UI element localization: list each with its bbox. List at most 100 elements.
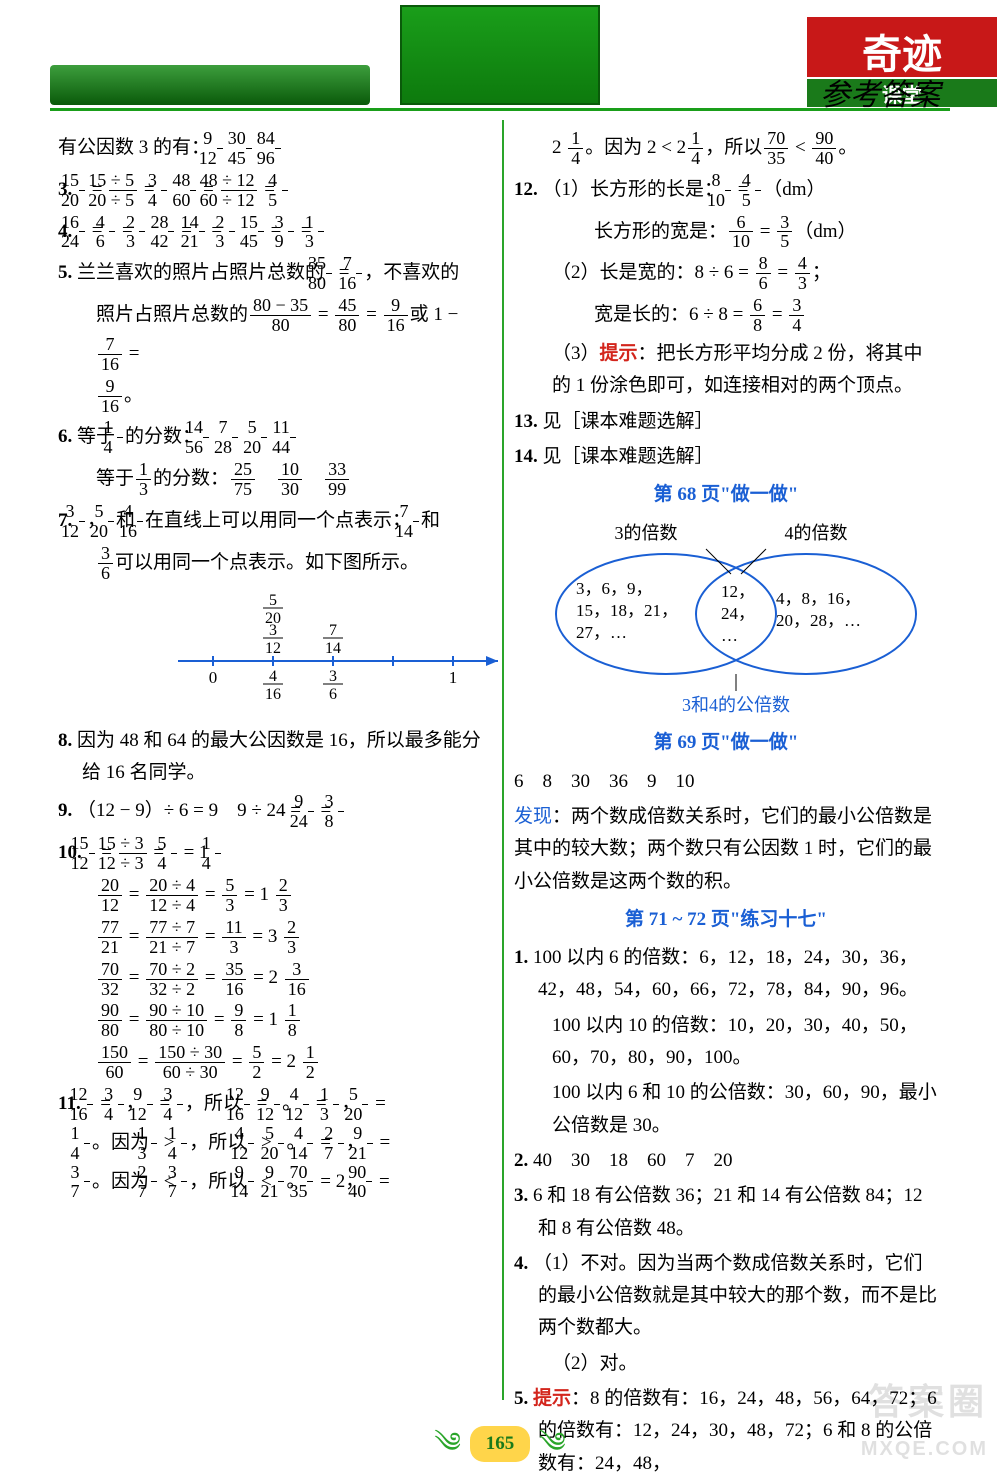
q12-3: （2）长是宽的：8 ÷ 6 = 86 = 43；: [514, 254, 938, 293]
svg-text:3，6，9，: 3，6，9，: [576, 579, 653, 598]
text: 见［课本难题选解］: [542, 446, 713, 467]
p69-nums: 6 8 30 36 9 10: [514, 766, 938, 798]
q4: 4. 1624 = 46 = 23 2842 = 1421 = 23 1545 …: [58, 213, 488, 252]
svg-text:16: 16: [265, 686, 281, 703]
text: =: [124, 343, 139, 364]
svg-text:0: 0: [209, 668, 218, 687]
watermark: 答案圈 MXQE.COM: [861, 1371, 988, 1466]
q10-row: 7721 = 77 ÷ 721 ÷ 7 = 113 = 3 23: [58, 918, 488, 957]
q12-1: 12. （1）长方形的长是：810 = 45（dm）: [514, 171, 938, 210]
page-header: 奇迹 课堂 参考答案: [0, 0, 1000, 120]
banner: 奇迹 课堂: [400, 5, 600, 105]
q14: 14. 见［课本难题选解］: [514, 441, 938, 473]
q5-sub2: 916。: [58, 377, 488, 416]
header-right-title: 参考答案: [820, 70, 940, 121]
svg-text:4，8，16，: 4，8，16，: [776, 589, 861, 608]
q7-line1: 7. 312，520和416在直线上可以用同一个点表示；714和: [58, 502, 488, 541]
right-column: 2 14。因为 2 < 214，所以7035 < 9040。 12. （1）长方…: [506, 120, 950, 1400]
text: 的分数：: [153, 468, 229, 489]
text: 宽是长的：6 ÷ 8 =: [594, 304, 748, 325]
text: 照片占照片总数的: [96, 304, 248, 325]
svg-text:15，18，21，: 15，18，21，: [576, 601, 678, 620]
q6-line2: 等于13的分数：2575 1030 3399: [58, 460, 488, 499]
text: 可以用同一个点表示。如下图所示。: [115, 552, 419, 573]
e4a: 4. （1）不对。因为当两个数成倍数关系时，它们的最小公倍数就是其中较大的那个数…: [514, 1248, 938, 1345]
q10-row: 9080 = 90 ÷ 1080 ÷ 10 = 98 = 1 18: [58, 1001, 488, 1040]
q6-line1: 6. 等于14的分数：1456 728 520 1144: [58, 418, 488, 457]
q10-row: 2012 = 20 ÷ 412 ÷ 4 = 53 = 1 23: [58, 876, 488, 915]
text: 100 以内 6 的倍数：6，12，18，24，30，36，42，48，54，6…: [533, 947, 918, 1000]
text: （12 − 9）÷ 6 = 9 9 ÷ 24 =: [77, 800, 306, 821]
svg-text:12: 12: [265, 640, 281, 657]
text: ：两个数成倍数关系时，它们的最小公倍数是其中的较大数；两个数只有公因数 1 时，…: [514, 806, 932, 892]
column-divider: [502, 120, 504, 1400]
text: 见［课本难题选解］: [542, 411, 713, 432]
text: （1）不对。因为当两个数成倍数关系时，它们的最小公倍数就是其中较大的那个数，而不…: [533, 1253, 937, 1339]
header-rule: [50, 108, 950, 111]
q12-2: 长方形的宽是：610 = 35（dm）: [514, 213, 938, 252]
q11: 11. 1216 = 34，912 = 34，所以1216 = 912。412 …: [58, 1085, 488, 1201]
e1a: 1. 100 以内 6 的倍数：6，12，18，24，30，36，42，48，5…: [514, 942, 938, 1007]
q5-sub1: 照片占照片总数的80 − 3580 = 4580 = 916或 1 − 716 …: [58, 296, 488, 374]
text: 长方形的宽是：: [594, 220, 727, 241]
text: （dm）: [763, 179, 825, 200]
q5: 5. 兰兰喜欢的照片占照片总数的3580 = 716，不喜欢的: [58, 254, 488, 293]
text: 或 1 −: [410, 304, 459, 325]
e3: 3. 6 和 18 有公倍数 36；21 和 14 有公倍数 84；12 和 8…: [514, 1180, 938, 1245]
number-line: 5203127140416361: [118, 591, 488, 717]
text: ，所以: [705, 137, 762, 158]
text: ，不喜欢的: [364, 262, 459, 283]
svg-text:1: 1: [449, 668, 458, 687]
header-ornament-left: [50, 65, 370, 105]
q10-row: 15060 = 150 ÷ 3060 ÷ 30 = 52 = 2 12: [58, 1043, 488, 1082]
q12-5: （3）提示：把长方形平均分成 2 份，将其中的 1 份涂色即可，如连接相对的两个…: [514, 338, 938, 403]
svg-text:6: 6: [329, 686, 337, 703]
svg-text:3的倍数: 3的倍数: [614, 523, 677, 543]
watermark-text: 答案圈: [861, 1371, 988, 1432]
q9: 9. （12 − 9）÷ 6 = 9 9 ÷ 24 = 924 = 38: [58, 792, 488, 831]
section-71: 第 71 ~ 72 页"练习十七": [514, 904, 938, 936]
find-label: 发现: [514, 806, 552, 827]
left-column: 有公因数 3 的有： 912 3045 8496 3. 1520 = 15 ÷ …: [50, 120, 500, 1400]
q8: 8. 因为 48 和 64 的最大公因数是 16，所以最多能分给 16 名同学。: [58, 725, 488, 790]
page-number: 165: [470, 1426, 531, 1462]
svg-text:20，28，…: 20，28，…: [776, 611, 861, 630]
banner-title: 奇迹: [807, 17, 997, 77]
hint-label: 提示: [533, 1388, 571, 1409]
q10-row: 7032 = 70 ÷ 232 ÷ 2 = 3516 = 2 316: [58, 960, 488, 999]
svg-text:7: 7: [329, 622, 337, 639]
text: 等于: [96, 468, 134, 489]
section-69: 第 69 页"做一做": [514, 727, 938, 759]
text: 因为 48 和 64 的最大公因数是 16，所以最多能分给 16 名同学。: [77, 730, 481, 783]
e1b: 100 以内 10 的倍数：10，20，30，40，50，60，70，80，90…: [514, 1010, 938, 1075]
text: 兰兰喜欢的照片占照片总数的: [77, 262, 324, 283]
q3: 3. 1520 = 15 ÷ 520 ÷ 5 = 34 4860 = 48 ÷ …: [58, 171, 488, 210]
svg-text:24，: 24，: [721, 604, 755, 623]
footer: ༄ 165 ༄: [0, 1420, 1000, 1468]
hint-label: 提示: [599, 343, 637, 364]
svg-text:…: …: [721, 626, 738, 645]
text: 。因为 2 < 2: [585, 137, 686, 158]
text: <: [790, 137, 810, 158]
svg-text:3: 3: [329, 668, 337, 685]
e2: 2. 40 30 18 60 7 20: [514, 1145, 938, 1177]
q10-first: 10. 1512 = 15 ÷ 312 ÷ 3 = 54 = 1 14: [58, 834, 488, 873]
swirl-icon: ༄: [434, 1428, 461, 1459]
q13: 13. 见［课本难题选解］: [514, 406, 938, 438]
q12-4: 宽是长的：6 ÷ 8 = 68 = 34: [514, 296, 938, 335]
svg-text:3和4的公倍数: 3和4的公倍数: [682, 695, 790, 715]
svg-text:4的倍数: 4的倍数: [784, 523, 847, 543]
svg-text:14: 14: [325, 640, 341, 657]
text: 和: [421, 510, 440, 531]
text: （dm）: [794, 220, 856, 241]
text: （1）长方形的长是：: [542, 179, 723, 200]
watermark-url: MXQE.COM: [861, 1432, 988, 1466]
venn-diagram: 3的倍数4的倍数3，6，9，15，18，21，27，…12，24，…4，8，16…: [516, 519, 936, 719]
svg-text:12，: 12，: [721, 582, 755, 601]
text: （2）长是宽的：8 ÷ 6 =: [552, 262, 754, 283]
svg-text:4: 4: [269, 668, 277, 685]
svg-text:5: 5: [269, 592, 277, 609]
cont-top: 2 14。因为 2 < 214，所以7035 < 9040。: [514, 129, 938, 168]
e1c: 100 以内 6 和 10 的公倍数：30，60，90，最小公倍数是 30。: [514, 1077, 938, 1142]
p69-find: 发现：两个数成倍数关系时，它们的最小公倍数是其中的较大数；两个数只有公因数 1 …: [514, 801, 938, 898]
